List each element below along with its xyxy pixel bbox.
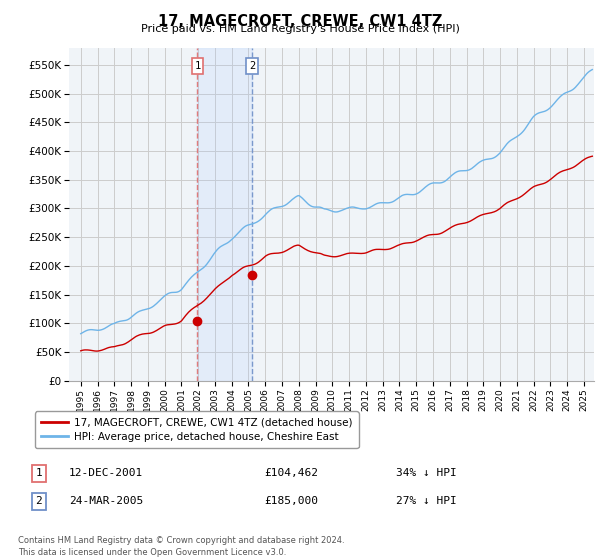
Text: 2: 2	[249, 61, 255, 71]
Text: Price paid vs. HM Land Registry's House Price Index (HPI): Price paid vs. HM Land Registry's House …	[140, 24, 460, 34]
Text: 2: 2	[35, 496, 43, 506]
Text: 34% ↓ HPI: 34% ↓ HPI	[396, 468, 457, 478]
Text: £185,000: £185,000	[264, 496, 318, 506]
Text: 17, MAGECROFT, CREWE, CW1 4TZ: 17, MAGECROFT, CREWE, CW1 4TZ	[158, 14, 442, 29]
Legend: 17, MAGECROFT, CREWE, CW1 4TZ (detached house), HPI: Average price, detached hou: 17, MAGECROFT, CREWE, CW1 4TZ (detached …	[35, 412, 359, 448]
Text: 1: 1	[194, 61, 200, 71]
Bar	[197, 48, 252, 381]
Text: 1: 1	[35, 468, 43, 478]
Text: 12-DEC-2001: 12-DEC-2001	[69, 468, 143, 478]
Text: 27% ↓ HPI: 27% ↓ HPI	[396, 496, 457, 506]
Text: £104,462: £104,462	[264, 468, 318, 478]
Text: 24-MAR-2005: 24-MAR-2005	[69, 496, 143, 506]
Text: Contains HM Land Registry data © Crown copyright and database right 2024.
This d: Contains HM Land Registry data © Crown c…	[18, 536, 344, 557]
